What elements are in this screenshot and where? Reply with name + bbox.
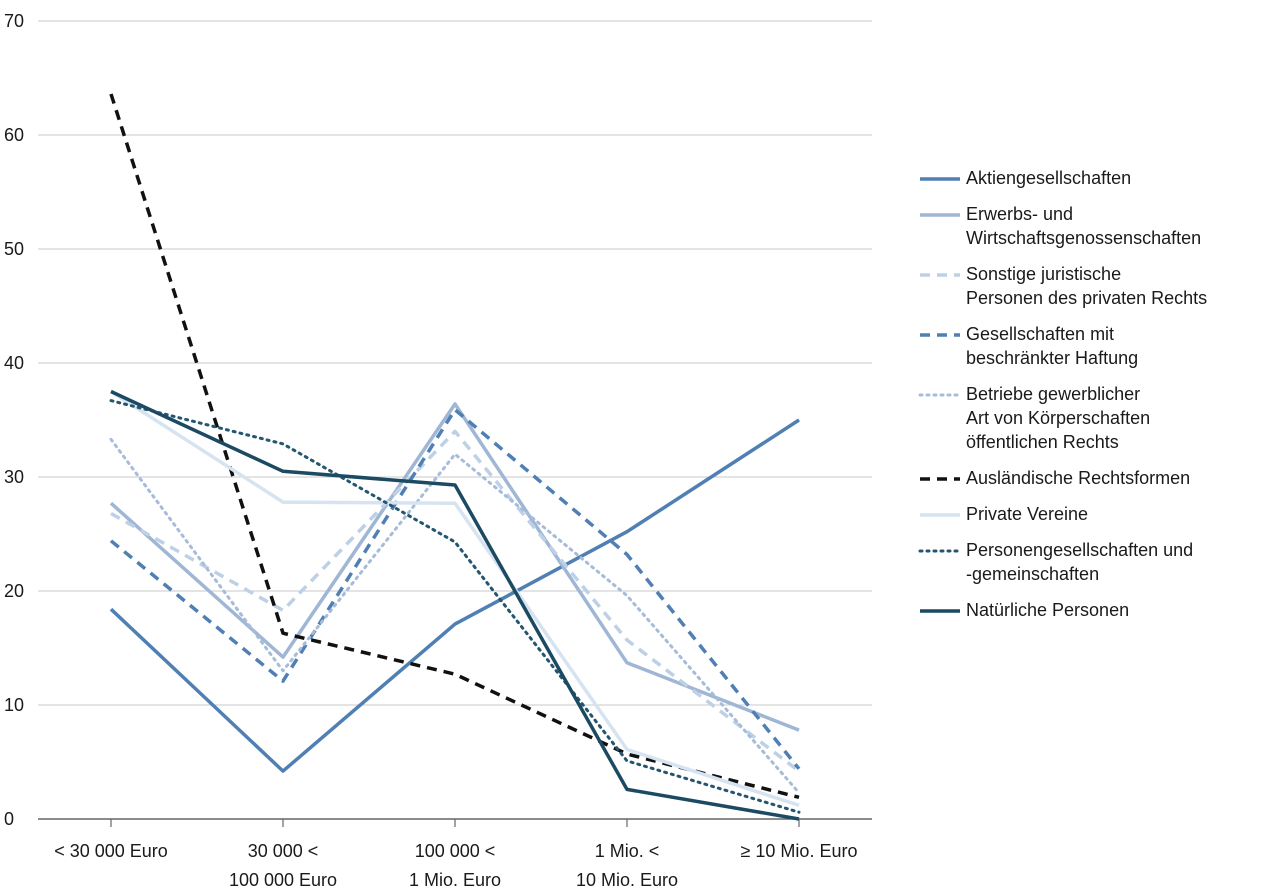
legend-swatch: [920, 609, 960, 613]
legend-label: Gesellschaften mit beschränkter Haftung: [966, 324, 1139, 368]
x-tick-label: 30 000 <100 000 Euro: [229, 841, 337, 889]
legend-item: Sonstige juristische Personen des privat…: [918, 262, 1258, 310]
y-tick-label: 10: [4, 695, 24, 715]
legend-label: Aktiengesellschaften: [966, 168, 1132, 188]
x-tick-label: ≥ 10 Mio. Euro: [741, 841, 858, 861]
legend-swatch: [920, 213, 960, 217]
y-axis-ticks: 0 10 20 30 40 50 60 70: [4, 11, 24, 829]
y-tick-label: 30: [4, 467, 24, 487]
x-tick-label: 1 Mio. <10 Mio. Euro: [576, 841, 678, 889]
legend-swatch: [920, 273, 960, 277]
x-axis-ticks: < 30 000 Euro 30 000 <100 000 Euro 100 000…: [54, 819, 857, 889]
x-tick-label: < 30 000 Euro: [54, 841, 168, 861]
legend-swatch: [920, 177, 960, 181]
series-lines: [109, 93, 801, 821]
y-tick-label: 60: [4, 125, 24, 145]
y-tick-label: 20: [4, 581, 24, 601]
legend-label: Personengesellschaften und ‑gemeinschaft…: [966, 540, 1194, 584]
legend-label: Betriebe gewerblicher Art von Körperscha…: [966, 384, 1151, 452]
series-line-0: [109, 418, 800, 773]
y-tick-label: 0: [4, 809, 14, 829]
series-line-1: [109, 402, 800, 732]
legend-item: Private Vereine: [918, 502, 1258, 526]
legend-item: Natürliche Personen: [918, 598, 1258, 622]
legend-item: Aktiengesellschaften: [918, 166, 1258, 190]
legend-label: Natürliche Personen: [966, 600, 1130, 620]
y-tick-label: 40: [4, 353, 24, 373]
legend: Aktiengesellschaften Erwerbs‑ und Wirtsch…: [918, 166, 1258, 634]
series-line-6: [110, 390, 800, 807]
series-line-3: [109, 407, 801, 770]
legend-swatch: [918, 393, 962, 397]
legend-item: Ausländische Rechtsformen: [918, 466, 1258, 490]
legend-item: Gesellschaften mit beschränkter Haftung: [918, 322, 1258, 370]
legend-item: Erwerbs‑ und Wirtschaftsgenossenschaften: [918, 202, 1258, 250]
legend-label: Sonstige juristische Personen des privat…: [966, 264, 1208, 308]
series-line-7: [109, 399, 801, 814]
series-line-2: [110, 429, 801, 773]
series-line-8: [110, 389, 800, 821]
legend-label: Private Vereine: [966, 504, 1089, 524]
legend-label: Ausländische Rechtsformen: [966, 468, 1191, 488]
legend-swatch: [920, 477, 960, 481]
series-line-4: [109, 437, 801, 795]
y-tick-label: 50: [4, 239, 24, 259]
legend-item: Betriebe gewerblicher Art von Körperscha…: [918, 382, 1258, 454]
legend-swatch: [920, 513, 960, 517]
legend-swatch: [918, 549, 962, 553]
x-tick-label: 100 000 <1 Mio. Euro: [409, 841, 501, 889]
legend-swatch: [920, 333, 960, 337]
y-tick-label: 70: [4, 11, 24, 31]
legend-label: Erwerbs‑ und Wirtschaftsgenossenschaften: [966, 204, 1202, 248]
legend-item: Personengesellschaften und ‑gemeinschaft…: [918, 538, 1258, 586]
grid-lines: [38, 20, 872, 820]
